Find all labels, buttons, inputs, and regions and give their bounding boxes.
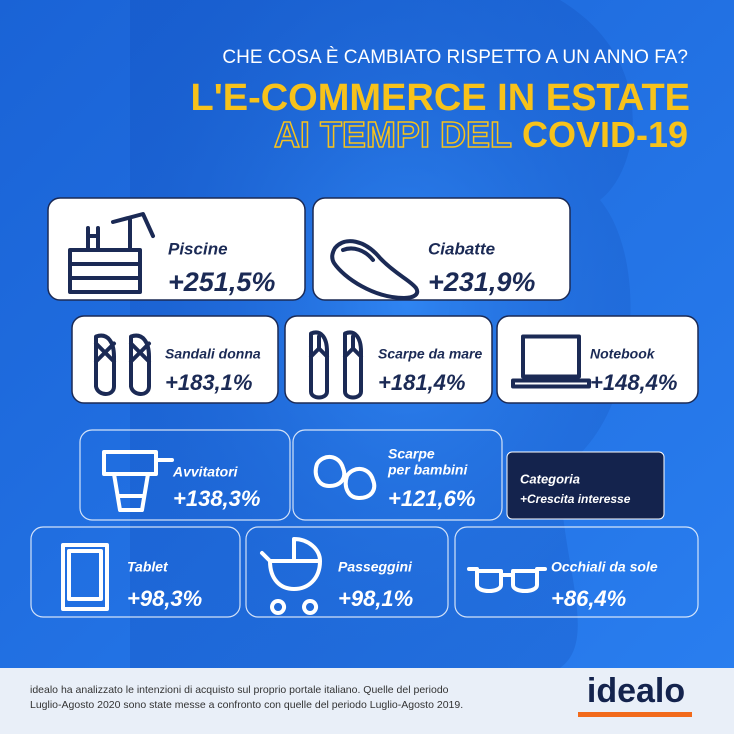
item-value: +121,6% [388, 486, 475, 511]
subtitle: CHE COSA È CAMBIATO RISPETTO A UN ANNO F… [222, 47, 688, 68]
icon [467, 567, 547, 593]
card [79, 429, 291, 521]
item-label: Passeggini [338, 559, 413, 575]
card [454, 526, 699, 618]
card [245, 526, 449, 618]
card [71, 315, 279, 404]
card [30, 526, 241, 618]
icon [94, 333, 151, 396]
item-value: +98,1% [338, 586, 413, 611]
footer-note: idealo ha analizzato le intenzioni di ac… [30, 684, 449, 696]
icon [511, 334, 591, 389]
title-outline: AI TEMPI DEL [274, 114, 512, 155]
item-value: +98,3% [127, 586, 202, 611]
title-line2: AI TEMPI DEL COVID-19 [274, 114, 688, 155]
icon [68, 212, 155, 294]
footer-note: Luglio-Agosto 2020 sono state messe a co… [30, 699, 463, 711]
item-label: per bambini [387, 462, 468, 478]
item-value: +181,4% [378, 370, 465, 395]
icon [61, 543, 109, 611]
item-value: +86,4% [551, 586, 626, 611]
card [312, 197, 571, 301]
item-label: Scarpe [388, 446, 435, 462]
item-label: Occhiali da sole [551, 559, 658, 575]
item-label: Tablet [127, 559, 169, 575]
item-label: Piscine [168, 239, 228, 258]
legend-growth: +Crescita interesse [520, 492, 631, 506]
item-value: +251,5% [168, 267, 275, 297]
item-label: Scarpe da mare [378, 346, 482, 362]
footer-panel [0, 668, 734, 734]
legend-category: Categoria [520, 471, 580, 486]
item-label: Ciabatte [428, 239, 495, 258]
legend-box [506, 451, 665, 520]
item-label: Sandali donna [165, 346, 261, 362]
item-label: Notebook [590, 346, 656, 362]
item-label: Avvitatori [172, 464, 239, 480]
icon [260, 537, 322, 615]
card [292, 429, 503, 521]
icon [330, 239, 420, 300]
title-solid: COVID-19 [522, 114, 688, 155]
item-value: +183,1% [165, 370, 252, 395]
icon [309, 330, 363, 400]
title: L'E-COMMERCE IN ESTATE [190, 77, 690, 119]
brand-underline [578, 712, 692, 717]
item-value: +148,4% [590, 370, 677, 395]
item-value: +138,3% [173, 486, 260, 511]
icon [313, 455, 377, 500]
item-value: +231,9% [428, 267, 535, 297]
icon [102, 450, 174, 512]
brand-logo: idealo [587, 672, 685, 710]
card [284, 315, 493, 404]
